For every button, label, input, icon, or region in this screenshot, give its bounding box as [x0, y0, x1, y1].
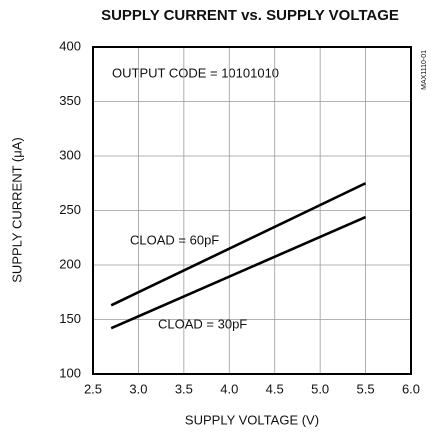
annotation: OUTPUT CODE = 10101010 [112, 65, 279, 80]
x-axis-label: SUPPLY VOLTAGE (V) [185, 412, 319, 427]
y-tick-label: 100 [59, 365, 81, 380]
y-tick-label: 350 [59, 93, 81, 108]
x-tick-label: 4.0 [220, 381, 238, 396]
series-label: CLOAD = 30pF [158, 316, 247, 331]
y-axis-label: SUPPLY CURRENT (μA) [9, 137, 24, 282]
x-tick-label: 4.5 [266, 381, 284, 396]
x-tick-label: 6.0 [402, 381, 420, 396]
chart-title: SUPPLY CURRENT vs. SUPPLY VOLTAGE [101, 7, 399, 24]
y-tick-label: 300 [59, 147, 81, 162]
y-tick-label: 400 [59, 38, 81, 53]
y-tick-label: 250 [59, 202, 81, 217]
x-tick-label: 5.0 [311, 381, 329, 396]
series-label: CLOAD = 60pF [130, 232, 219, 247]
figure-id: MAX1110-01 [421, 50, 428, 90]
x-tick-label: 3.0 [129, 381, 147, 396]
data-line [110, 215, 367, 330]
y-tick-label: 200 [59, 256, 81, 271]
plot-frame [92, 46, 412, 375]
x-tick-label: 3.5 [175, 381, 193, 396]
data-line [110, 182, 367, 307]
y-tick-label: 150 [59, 311, 81, 326]
x-tick-label: 5.5 [357, 381, 375, 396]
x-tick-label: 2.5 [84, 381, 102, 396]
